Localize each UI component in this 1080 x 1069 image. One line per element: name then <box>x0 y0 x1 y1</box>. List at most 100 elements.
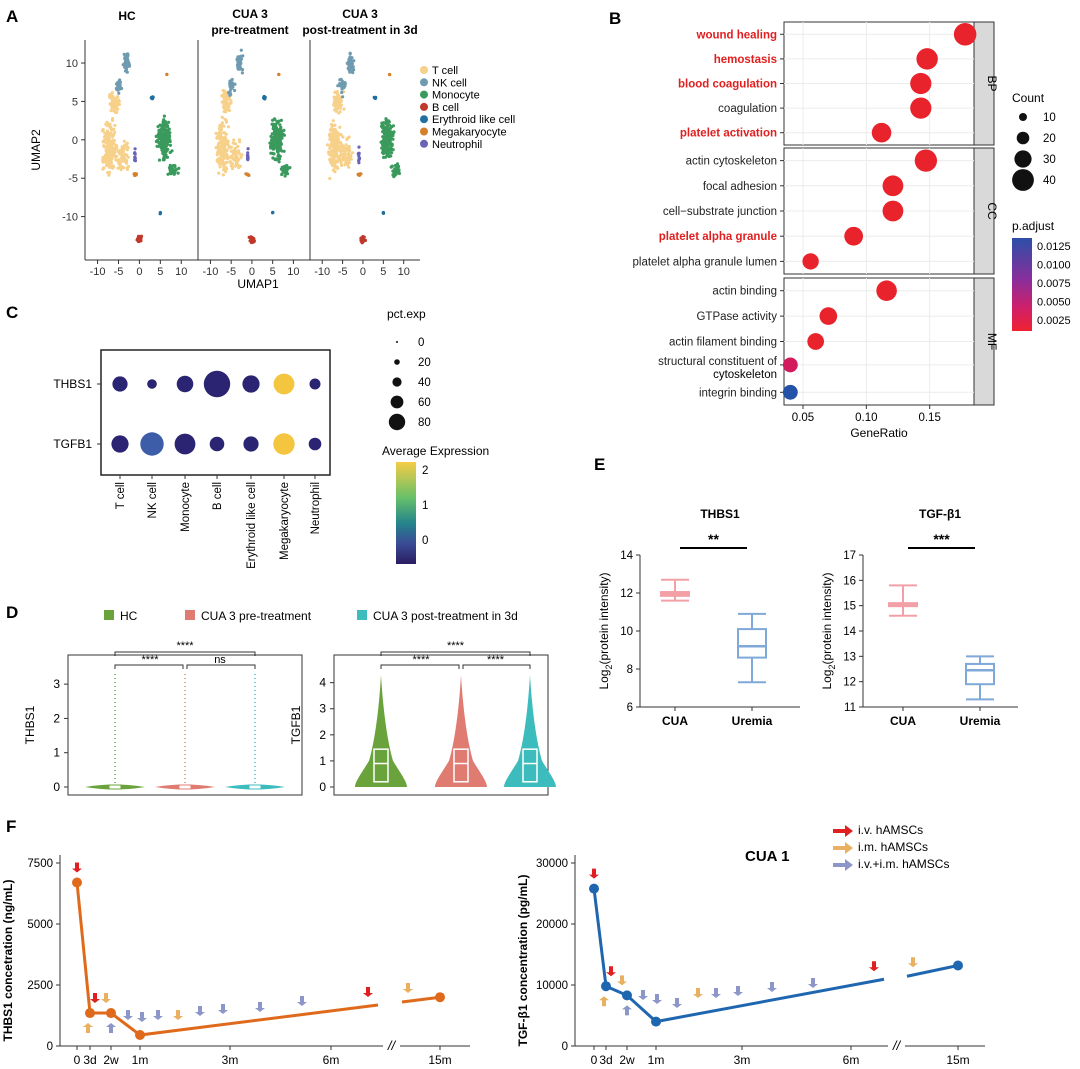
umap-cell-point <box>224 169 228 174</box>
umap-cell-point <box>227 146 231 150</box>
umap-cell-point <box>101 160 105 164</box>
umap-cell-point <box>218 165 222 169</box>
umap-cell-point <box>120 151 124 155</box>
dotplot-cell-label: Megakaryocyte <box>279 482 291 560</box>
umap-cell-point <box>328 146 332 150</box>
go-padj-colorbar <box>1012 238 1032 331</box>
umap-cell-point <box>344 143 348 147</box>
umap-cell-point <box>105 141 109 145</box>
umap-cell-point <box>121 166 126 170</box>
go-term-dot <box>910 72 932 95</box>
umap-cell-point <box>117 158 121 162</box>
umap-cell-point <box>112 97 116 101</box>
sig-bracket <box>114 664 184 669</box>
umap-cell-point <box>279 167 283 171</box>
umap-cell-point <box>282 133 286 137</box>
timecourse-y-tick-label: 0 <box>47 1041 53 1053</box>
umap-cell-point <box>224 140 228 144</box>
timecourse-point <box>72 877 82 888</box>
umap-cell-point <box>109 159 113 163</box>
umap-cell-point <box>126 164 130 169</box>
umap-cell-point <box>123 69 128 73</box>
umap-cell-point <box>215 146 219 150</box>
umap-cell-point <box>340 90 344 95</box>
umap-cell-point <box>221 160 225 164</box>
umap-cell-point <box>219 128 223 132</box>
umap-cell-point <box>116 149 120 154</box>
umap-cell-point <box>158 210 162 215</box>
umap-x-tick-label: 10 <box>175 266 187 278</box>
go-term-label: wound healing <box>696 29 778 41</box>
umap-cell-point <box>328 132 332 136</box>
go-enrichment-panel: BP CC MF wound healing hemostasis blood coagu… <box>633 21 1071 440</box>
umap-cell-point <box>286 166 290 170</box>
umap-cell-point <box>159 140 163 144</box>
umap-cell-point <box>164 149 168 153</box>
dotplot-pct-legend-title: pct.exp <box>387 307 426 321</box>
umap-cell-point <box>118 83 122 87</box>
boxplot-y-tick-label: 11 <box>844 702 856 714</box>
dose-arrow <box>617 975 627 986</box>
dose-arrow <box>672 998 682 1008</box>
umap-cell-point <box>162 138 166 142</box>
umap-cell-point <box>110 118 115 122</box>
sig-bracket <box>114 651 256 656</box>
umap-cell-point <box>116 166 120 170</box>
umap-cell-point <box>169 170 173 174</box>
umap-cell-point <box>340 163 344 167</box>
umap-cell-point <box>348 51 352 55</box>
timecourse-panel: i.v. hAMSCs i.m. hAMSCs i.v.+i.m. hAMSCs CU… <box>1 823 985 1067</box>
violin-y-tick-label: 3 <box>319 702 326 716</box>
umap-cell-point <box>335 107 339 111</box>
umap-cell-point <box>388 139 392 144</box>
umap-cell-point <box>348 155 352 159</box>
dose-arrow <box>195 1006 205 1016</box>
umap-cell-point <box>173 165 177 169</box>
dotplot-avg-legend-label: 0 <box>422 535 428 547</box>
dose-arrow <box>622 1005 632 1016</box>
umap-cell-point <box>220 121 224 125</box>
umap-cell-point <box>170 149 174 153</box>
dose-arrow <box>123 1010 133 1020</box>
go-term-dot <box>844 226 864 246</box>
umap-legend-swatch <box>420 139 428 148</box>
umap-cell-point <box>239 48 243 52</box>
umap-cell-point <box>119 165 123 169</box>
umap-cell-point <box>235 159 239 163</box>
dotplot-pct-legend-label: 60 <box>418 397 431 409</box>
umap-cell-point <box>216 150 220 154</box>
umap-cell-point <box>238 60 242 64</box>
umap-cell-point <box>386 129 390 133</box>
umap-cell-point <box>272 125 276 129</box>
umap-cell-point <box>164 134 168 138</box>
umap-cell-point <box>220 94 224 98</box>
umap-cell-point <box>163 127 167 131</box>
umap-cell-point <box>112 148 117 152</box>
umap-cell-point <box>226 125 231 129</box>
umap-cell-point <box>158 137 162 141</box>
umap-x-tick-label: -5 <box>338 266 348 278</box>
violin-y-tick-label: 2 <box>319 728 326 742</box>
umap-cell-point <box>277 160 281 164</box>
umap-cell-point <box>138 236 142 240</box>
dotplot-cell-label: Monocyte <box>180 482 192 532</box>
umap-cell-point <box>106 154 110 158</box>
go-padj-legend-label: 0.0075 <box>1037 278 1071 290</box>
umap-xlabel: UMAP1 <box>237 277 279 291</box>
umap-cell-point <box>162 118 166 122</box>
umap-cell-point <box>276 121 280 125</box>
umap-cell-point <box>220 157 224 161</box>
timecourse-y-tick-label: 5000 <box>27 919 53 931</box>
umap-cell-point <box>269 141 273 145</box>
timecourse-point <box>589 883 599 894</box>
umap-cell-point <box>116 86 120 90</box>
umap-legend-label: Monocyte <box>432 90 480 102</box>
boxplot-y-tick-label: 15 <box>843 601 856 613</box>
timecourse-subplot: // 7500 5000 2500 0 THBS1 concetration (ng/mL… <box>1 855 470 1067</box>
umap-cell-point <box>331 168 335 172</box>
timecourse-x-tick-label: 0 <box>74 1053 81 1067</box>
umap-cell-point <box>332 103 336 107</box>
umap-cell-point <box>102 139 106 143</box>
dose-arrow <box>767 982 777 992</box>
umap-cell-point <box>383 146 387 150</box>
